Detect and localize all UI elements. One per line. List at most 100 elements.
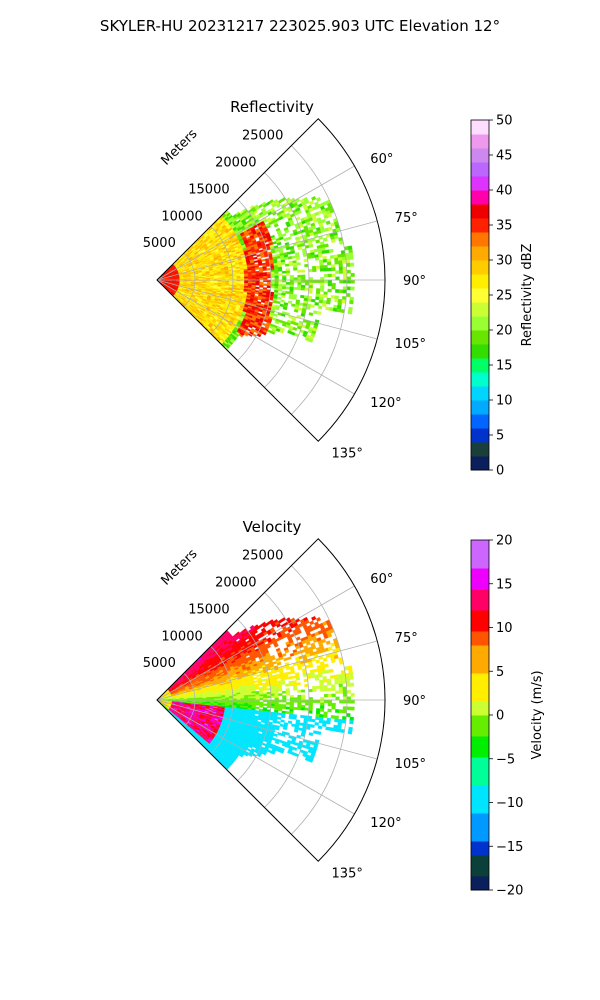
suptitle: SKYLER-HU 20231217 223025.903 UTC Elevat… <box>100 17 500 35</box>
field-cell <box>259 281 264 284</box>
field-cell <box>254 267 260 270</box>
field-cell <box>322 259 328 263</box>
field-cell <box>262 268 267 271</box>
field-cell <box>328 248 334 253</box>
field-cell <box>334 298 339 303</box>
field-cell <box>285 263 290 267</box>
field-cell <box>335 289 340 293</box>
field-cell <box>253 256 258 260</box>
field-cell <box>301 274 306 278</box>
field-cell <box>342 289 347 294</box>
azimuth-tick-label: 105° <box>395 337 426 352</box>
field-cell <box>312 265 317 270</box>
field-cell <box>305 279 310 283</box>
field-cell <box>314 302 319 306</box>
field-cell <box>334 260 339 265</box>
field-cell <box>325 249 330 254</box>
field-cell <box>349 255 354 260</box>
reflectivity-title: Reflectivity <box>230 98 314 116</box>
field-cell <box>263 283 268 286</box>
field-cell <box>338 289 344 294</box>
field-cell <box>251 276 256 279</box>
field-cell <box>287 300 293 304</box>
field-cell <box>313 248 319 253</box>
field-cell <box>298 307 303 311</box>
field-cell <box>322 237 328 242</box>
field-cell <box>297 274 302 278</box>
azimuth-tick-label: 120° <box>370 396 401 411</box>
field-cell <box>259 274 264 277</box>
field-cell <box>285 270 290 274</box>
field-cell <box>308 277 313 281</box>
field-cell <box>266 273 272 277</box>
field-cell <box>270 273 275 277</box>
field-cell <box>347 310 353 315</box>
field-cell <box>304 287 309 291</box>
field-cell <box>276 296 282 300</box>
field-cell <box>315 239 321 244</box>
field-cell <box>346 279 351 284</box>
field-cell <box>289 282 294 285</box>
field-cell <box>277 288 283 292</box>
field-cell <box>321 303 327 307</box>
field-cell <box>335 270 340 274</box>
field-cell <box>281 261 286 265</box>
field-cell <box>272 300 277 304</box>
field-cell <box>346 276 351 281</box>
field-cell <box>312 268 317 272</box>
field-cell <box>274 273 279 277</box>
field-cell <box>350 279 355 284</box>
field-cell <box>316 311 322 315</box>
field-cell <box>331 282 336 287</box>
field-cell <box>282 275 287 278</box>
reflectivity-azimuth-labels: 60°75°90°105°120°135° <box>332 152 427 462</box>
field-cell <box>311 298 316 303</box>
field-cell <box>310 304 315 308</box>
field-cell <box>308 268 313 273</box>
field-cell <box>261 258 266 262</box>
field-cell <box>288 263 294 267</box>
field-cell <box>349 296 354 301</box>
field-cell <box>270 281 275 285</box>
field-cell <box>350 272 355 277</box>
field-cell <box>253 260 259 263</box>
field-cell <box>342 266 347 271</box>
field-cell <box>289 284 294 288</box>
field-cell <box>320 282 325 286</box>
field-cell <box>289 275 294 278</box>
range-tick-label: 25000 <box>242 129 283 144</box>
field-cell <box>319 262 324 266</box>
field-cell <box>326 300 331 305</box>
field-cell <box>236 275 241 278</box>
field-cell <box>304 263 309 268</box>
field-cell <box>346 286 351 291</box>
field-cell <box>277 292 282 296</box>
field-cell <box>349 262 355 267</box>
field-cell <box>255 286 260 290</box>
field-cell <box>342 269 348 274</box>
field-cell <box>320 276 325 281</box>
range-tick-label: 15000 <box>188 182 229 197</box>
field-cell <box>274 281 279 285</box>
field-cell <box>270 283 275 287</box>
field-cell <box>338 266 344 271</box>
field-cell <box>284 256 289 260</box>
field-cell <box>315 290 321 295</box>
field-cell <box>297 284 302 288</box>
field-cell <box>323 267 328 272</box>
field-cell <box>299 302 304 306</box>
velocity-title: Velocity <box>243 518 302 536</box>
field-cell <box>254 291 259 295</box>
field-cell <box>292 326 298 331</box>
field-cell <box>287 256 293 260</box>
field-cell <box>285 286 290 290</box>
field-cell <box>295 257 301 261</box>
azimuth-tick-label: 60° <box>370 152 393 167</box>
range-tick-label: 20000 <box>215 156 256 171</box>
field-cell <box>270 275 275 279</box>
field-cell <box>343 276 348 281</box>
field-cell <box>274 283 279 287</box>
